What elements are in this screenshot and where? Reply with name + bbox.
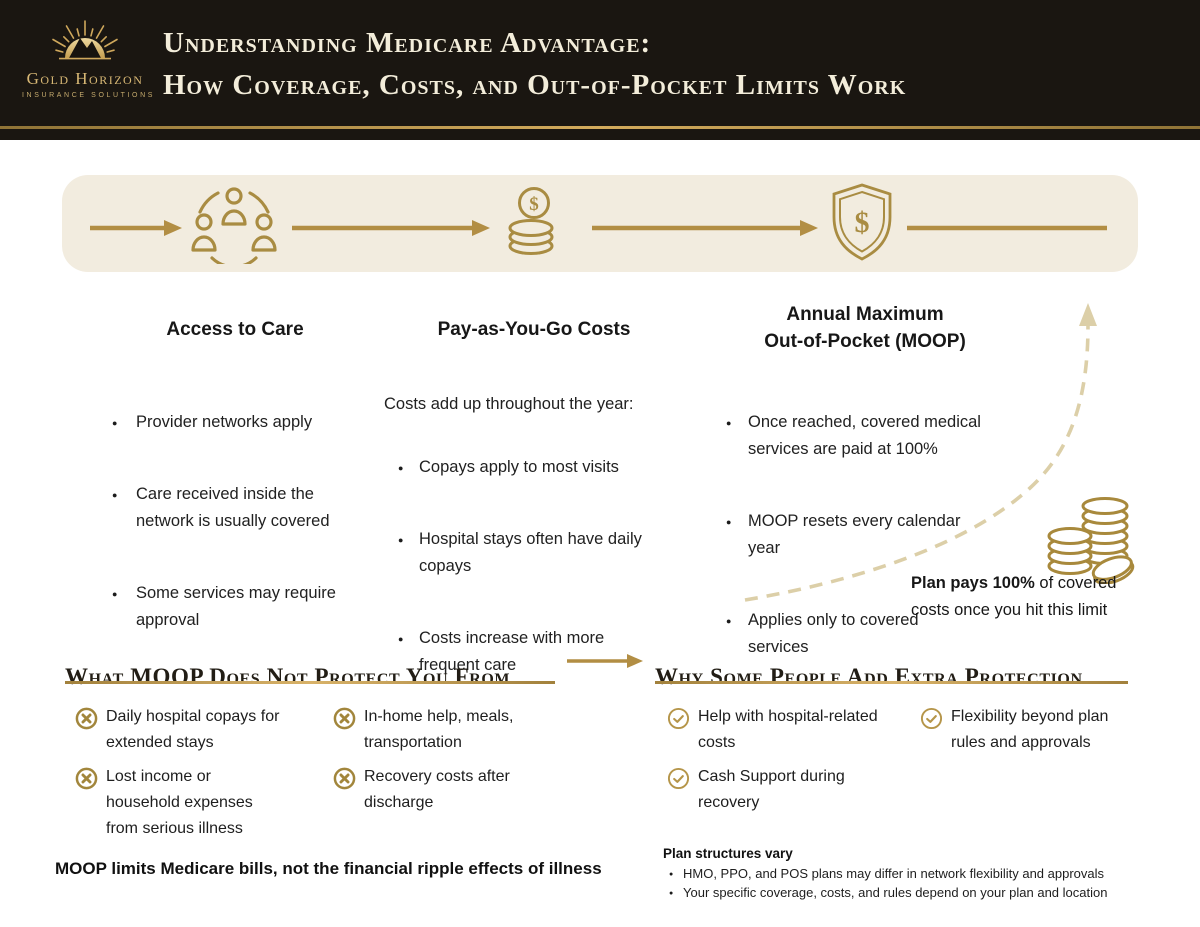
check-circle-icon [667,707,690,730]
moop-limits-footnote: MOOP limits Medicare bills, not the fina… [55,859,602,878]
coins-dollar-icon: $ [508,187,554,255]
x-circle-icon [333,767,356,790]
check-circle-icon [920,707,943,730]
excluded-items-column-1: Daily hospital copays for extended stays… [75,704,315,850]
section-title-extra-protection: Why Some People Add Extra Protection [655,664,1083,690]
bullet-item: Costs increase with more frequent care [384,625,684,679]
benefit-items-column-1: Help with hospital-related costs Cash Su… [667,704,917,824]
flow-line [907,225,1107,231]
note-bullet-item: Your specific coverage, costs, and rules… [663,884,1143,902]
bullet-item: Once reached, covered medical services a… [714,409,1016,463]
benefit-item-text: Cash Support during recovery [698,768,845,811]
column-title: Access to Care [166,319,304,340]
brand-name: Gold Horizon [26,69,144,88]
dashed-curve-arrow-up-icon [744,303,1097,602]
excluded-item: Recovery costs after discharge [333,764,563,816]
brand-logo: Gold Horizon INSURANCE SOLUTIONS [22,14,156,99]
people-network-icon [191,187,277,264]
bullet-item: Copays apply to most visits [384,454,684,482]
bullet-list: Once reached, covered medical services a… [714,391,1016,706]
x-circle-icon [75,767,98,790]
flow-banner: $ $ [62,175,1138,272]
excluded-item: Daily hospital copays for extended stays [75,704,315,756]
excluded-item: In-home help, meals, transportation [333,704,563,756]
benefit-item: Flexibility beyond plan rules and approv… [920,704,1140,756]
column-moop: Annual Maximum Out-of-Pocket (MOOP) Once… [714,283,1016,724]
column-access-to-care: Access to Care Provider networks apply C… [85,298,385,697]
column-intro: Costs add up throughout the year: [384,395,634,413]
x-circle-icon [75,707,98,730]
page-title: Understanding Medicare Advantage: How Co… [163,22,906,106]
bullet-item: Care received inside the network is usua… [85,481,385,535]
callout-bold-text: Plan pays 100% [911,574,1035,592]
benefit-item: Help with hospital-related costs [667,704,917,756]
bullet-item: Provider networks apply [85,409,385,437]
excluded-items-column-2: In-home help, meals, transportation Reco… [333,704,563,824]
callout-line2: costs once you hit this limit [911,601,1108,619]
bullet-item: Hospital stays often have daily copays [384,526,684,580]
excluded-item-text: Lost income or household expenses from s… [106,768,253,837]
bullet-list: Provider networks apply Care received in… [85,391,385,679]
column-pay-as-you-go: Pay-as-You-Go Costs Costs add up through… [384,298,684,742]
column-title: Pay-as-You-Go Costs [437,319,631,340]
gold-underline [655,681,1128,684]
benefit-items-column-2: Flexibility beyond plan rules and approv… [920,704,1140,764]
check-circle-icon [667,767,690,790]
bullet-item: MOOP resets every calendar year [714,508,1016,562]
benefit-item-text: Flexibility beyond plan rules and approv… [951,708,1109,751]
bullet-list: Copays apply to most visits Hospital sta… [384,436,684,724]
coin-stack-icon [1047,497,1135,584]
brand-tagline: INSURANCE SOLUTIONS [22,92,156,99]
gold-underline [65,681,555,684]
callout-text: of covered [1034,574,1117,592]
svg-text:$: $ [529,194,539,215]
bullet-item: Applies only to covered services [714,607,1016,661]
note-title: Plan structures vary [663,846,793,861]
header: Gold Horizon INSURANCE SOLUTIONS Underst… [0,0,1200,140]
plan-structures-note: Plan structures vary HMO, PPO, and POS p… [663,845,1143,902]
benefit-item-text: Help with hospital-related costs [698,708,878,751]
page-title-line1: Understanding Medicare Advantage: [163,27,652,59]
arrow-right-icon [90,220,182,236]
shield-dollar-icon: $ [832,183,892,261]
note-bullet-item: HMO, PPO, and POS plans may differ in ne… [663,865,1143,884]
benefit-item: Cash Support during recovery [667,764,917,816]
excluded-item: Lost income or household expenses from s… [75,764,315,842]
page-title-line2: How Coverage, Costs, and Out-of-Pocket L… [163,69,907,101]
svg-text:$: $ [855,206,870,239]
note-bullet-list: HMO, PPO, and POS plans may differ in ne… [663,865,1143,903]
excluded-item-text: Recovery costs after discharge [364,768,510,811]
bullet-item: Some services may require approval [85,580,385,634]
section-title-moop-gaps: What MOOP Does Not Protect You From [65,664,511,690]
sun-mountain-icon [52,20,118,60]
arrow-right-icon [567,654,643,668]
arrow-right-icon [592,220,818,236]
header-gold-rule [0,126,1200,129]
x-circle-icon [333,707,356,730]
arrow-right-icon [292,220,490,236]
excluded-item-text: In-home help, meals, transportation [364,708,514,751]
column-title: Annual Maximum Out-of-Pocket (MOOP) [764,304,966,352]
excluded-item-text: Daily hospital copays for extended stays [106,708,280,751]
moop-callout: Plan pays 100% of covered costs once you… [911,570,1151,624]
